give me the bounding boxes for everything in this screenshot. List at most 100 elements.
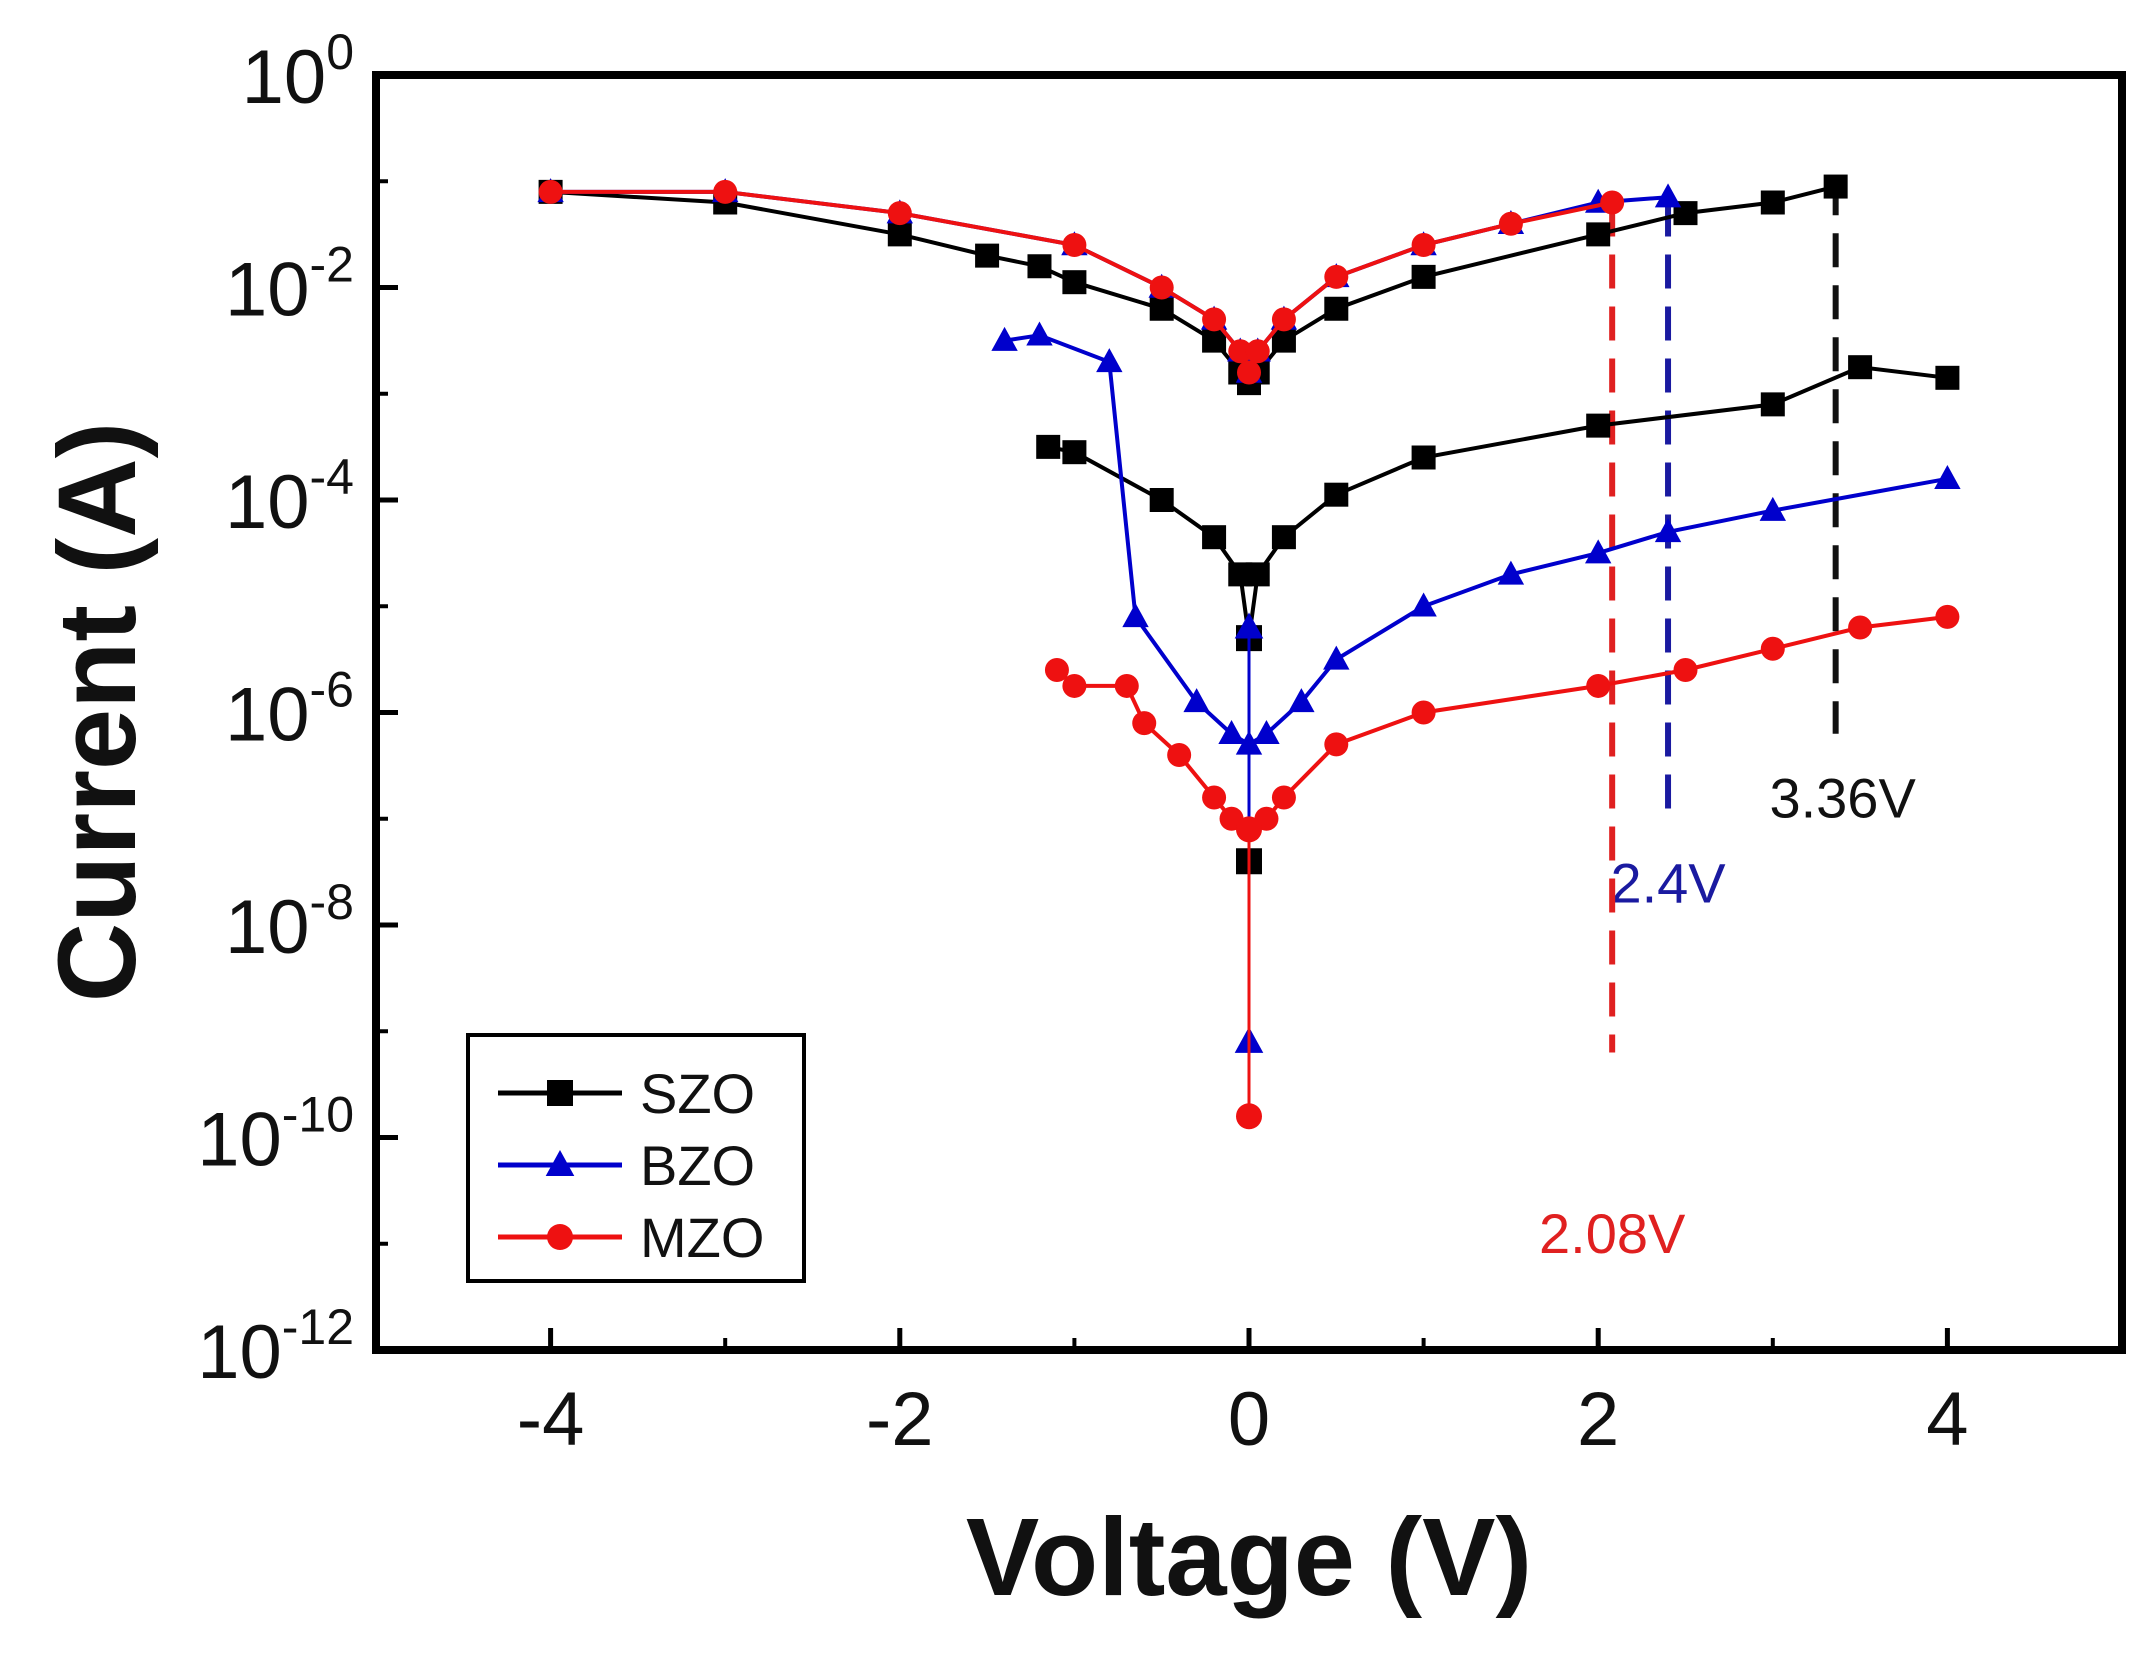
x-tick-label: 4 [1926,1377,1968,1462]
x-axis-title: Voltage (V) [966,1496,1532,1619]
data-point [713,179,738,204]
legend-box [466,1033,806,1283]
data-point [1044,658,1069,682]
data-point [1411,700,1436,725]
legend-label-mzo: MZO [640,1206,764,1269]
y-tick-exponent: -6 [310,662,354,718]
data-point [1096,348,1123,373]
data-point [538,179,563,204]
bzo-lower-branch [1004,333,1948,747]
data-point [1062,270,1087,295]
x-tick-label: 0 [1228,1377,1270,1462]
y-tick-base: 10 [225,673,310,758]
data-point [1114,673,1139,698]
data-point [1288,688,1315,713]
y-tick-label: 10-4 [225,449,354,545]
data-point [1848,355,1873,380]
data-point [887,222,912,247]
data-point [1237,360,1261,385]
y-tick-exponent: -12 [282,1299,354,1355]
data-point [1935,604,1960,629]
data-point [1585,539,1612,564]
data-point [1253,719,1280,744]
data-point [1271,525,1296,550]
data-point [1202,328,1227,353]
data-point [1586,413,1611,438]
data-point [1324,482,1349,507]
data-point [1026,321,1053,346]
data-point [1823,174,1848,199]
data-point [1218,719,1245,744]
data-point [1202,785,1227,810]
data-point [975,243,1000,268]
data-point [1236,1103,1262,1130]
data-point [1411,264,1436,289]
data-point [1498,211,1523,236]
data-point [1167,743,1192,767]
data-point [1654,518,1682,543]
y-tick-base: 10 [225,885,310,970]
legend-marker-bzo [545,1150,575,1177]
y-axis-title: Current (A) [36,422,159,1003]
data-point [1149,296,1174,321]
x-tick-label: -2 [866,1377,934,1462]
data-point [1586,222,1611,247]
data-point [1202,525,1227,550]
y-tick-label: 10-2 [225,237,354,333]
y-tick-base: 10 [225,248,310,333]
data-point [1935,365,1960,390]
data-point [1760,190,1785,215]
data-point [1271,328,1296,353]
legend-marker-szo [547,1080,573,1106]
y-tick-exponent: -8 [310,874,354,930]
y-tick-label: 10-6 [225,662,354,758]
data-point [1324,732,1349,757]
data-point [1760,392,1785,417]
data-point [1411,445,1436,470]
data-point [1323,645,1350,670]
y-tick-base: 10 [197,1098,282,1183]
data-point [1202,307,1227,332]
data-point [1036,434,1061,459]
data-point [1234,612,1264,639]
legend-marker-mzo [547,1224,573,1250]
data-point [1586,673,1611,698]
y-tick-label: 100 [242,24,354,120]
y-tick-base: 10 [197,1310,282,1395]
y-tick-base: 10 [225,460,310,545]
data-point [1324,264,1349,289]
y-tick-exponent: -10 [282,1087,354,1143]
x-tick-label: 2 [1577,1377,1619,1462]
y-tick-label: 10-8 [225,874,354,970]
data-point [1673,658,1698,682]
data-point [1934,464,1961,489]
data-point [1410,592,1437,617]
data-point [1654,183,1682,208]
data-point [1062,673,1087,698]
y-tick-exponent: 0 [326,24,354,80]
switching-voltage-label: 3.36V [1769,767,1916,830]
data-point [1228,339,1253,364]
legend: SZO BZO MZO [466,1033,806,1283]
switching-voltage-label: 2.4V [1610,852,1726,915]
series-layer [537,174,1961,1130]
data-point [1149,488,1174,512]
data-point [1245,339,1270,364]
data-point [1183,688,1210,713]
legend-label-szo: SZO [640,1062,755,1125]
data-point [1132,711,1157,736]
data-point [1271,785,1296,810]
y-tick-base: 10 [242,35,327,120]
series-szo [538,174,1960,875]
switching-voltage-label: 2.08V [1539,1202,1686,1265]
data-point [1245,562,1270,587]
data-point [1411,233,1436,257]
data-point [887,201,912,226]
y-tick-exponent: -2 [310,237,354,293]
szo-upper-branch [550,184,1837,387]
data-point [1062,233,1087,257]
data-point [1027,254,1052,279]
x-tick-label: -4 [517,1377,585,1462]
data-point [1149,275,1174,300]
